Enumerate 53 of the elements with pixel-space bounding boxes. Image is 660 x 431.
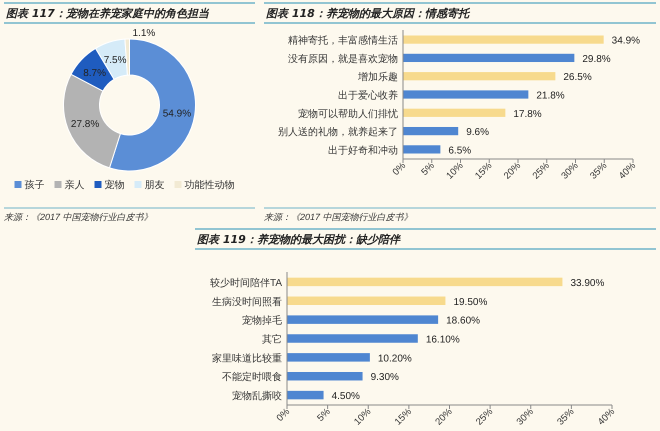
x-tick-label: 5%: [419, 160, 438, 178]
data-label: 16.10%: [426, 334, 460, 346]
y-tick-label: 精神寄托，丰富感情生活: [288, 34, 398, 47]
data-label: 1.1%: [132, 28, 156, 39]
data-label: 29.8%: [582, 54, 611, 65]
y-tick-label: 生病没时间照看: [212, 296, 282, 308]
data-label: 8.7%: [83, 68, 106, 80]
x-tick-label: 0%: [390, 160, 409, 178]
y-tick-label: 宠物可以帮助人们排忧: [298, 108, 398, 120]
y-tick-label: 没有原因，就是喜欢宠物: [288, 52, 398, 65]
data-label: 26.5%: [563, 72, 592, 84]
data-label: 10.20%: [378, 353, 412, 364]
data-label: 9.30%: [370, 372, 400, 384]
data-label: 17.8%: [513, 108, 542, 120]
chart-title: 图表 119：养宠物的最大困扰：缺少陪伴: [197, 233, 402, 246]
data-label: 34.9%: [612, 36, 640, 47]
x-tick-label: 0%: [274, 406, 293, 424]
source-note: 来源：《2017 中国宠物行业白皮书》: [4, 212, 153, 222]
data-label: 4.50%: [332, 391, 360, 402]
legend-label: 朋友: [144, 180, 164, 191]
legend-label: 孩子: [24, 179, 44, 191]
y-tick-label: 别人送的礼物，就养起来了: [278, 126, 398, 138]
data-label: 27.8%: [70, 119, 100, 130]
x-tick-label: 5%: [315, 406, 334, 424]
y-tick-label: 宠物乱撕咬: [232, 390, 282, 402]
legend-label: 亲人: [64, 179, 84, 191]
y-tick-label: 不能定时喂食: [222, 371, 282, 384]
data-label: 7.5%: [104, 55, 127, 66]
y-tick-label: 较少时间陪伴TA: [210, 276, 282, 289]
source-note: 来源：《2017 中国宠物行业白皮书》: [264, 212, 413, 222]
y-tick-label: 出于爱心收养: [338, 90, 398, 102]
legend-label: 宠物: [104, 179, 124, 191]
data-label: 54.9%: [162, 108, 192, 120]
y-tick-label: 其它: [262, 334, 282, 346]
data-label: 19.50%: [453, 296, 488, 308]
data-label: 18.60%: [446, 316, 480, 327]
y-tick-label: 出于好奇和冲动: [328, 144, 398, 156]
data-label: 21.8%: [536, 90, 565, 102]
y-tick-label: 增加乐趣: [357, 71, 398, 84]
legend-label: 功能性动物: [184, 179, 234, 191]
x-tick-label: 30%: [559, 160, 582, 182]
x-tick-label: 35%: [588, 160, 610, 182]
chart-title: 图表 118：养宠物的最大原因：情感寄托: [266, 7, 471, 20]
data-label: 9.6%: [466, 127, 490, 138]
x-tick-label: 40%: [616, 160, 639, 182]
data-label: 6.5%: [448, 145, 472, 156]
x-tick-label: 30%: [514, 406, 536, 428]
y-tick-label: 家里味道比较重: [212, 352, 282, 364]
chart-title: 图表 117：宠物在养宠家庭中的角色担当: [6, 7, 210, 20]
x-tick-label: 35%: [555, 406, 577, 428]
x-tick-label: 40%: [596, 406, 618, 428]
y-tick-label: 宠物掉毛: [242, 314, 282, 327]
data-label: 33.90%: [570, 278, 604, 289]
